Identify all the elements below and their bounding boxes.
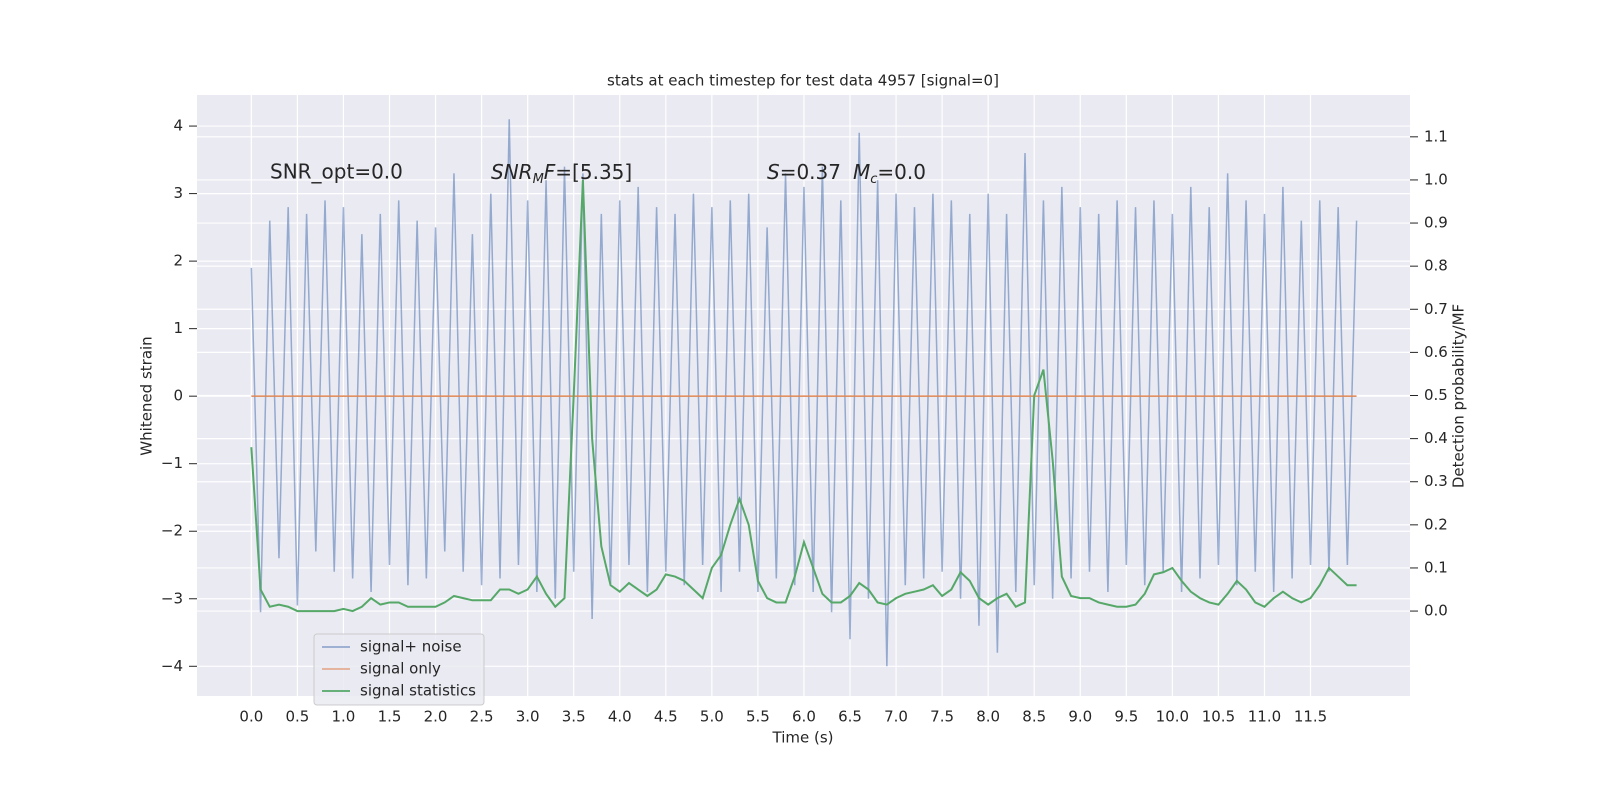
y-tick-label: −3 <box>161 589 183 607</box>
x-tick-label: 2.5 <box>470 708 494 726</box>
y-tick-label: 2 <box>173 252 183 270</box>
y2-tick-label: 0.2 <box>1424 515 1448 533</box>
y-tick-label: 1 <box>173 319 183 337</box>
x-tick-label: 4.0 <box>608 708 632 726</box>
y2-tick-label: 1.0 <box>1424 170 1448 188</box>
x-tick-label: 0.5 <box>285 708 309 726</box>
x-tick-label: 7.0 <box>884 708 908 726</box>
y-tick-label: 0 <box>173 387 183 405</box>
y2-tick-label: 0.3 <box>1424 472 1448 490</box>
legend: signal+ noise signal only signal statistic… <box>313 633 485 706</box>
x-tick-label: 1.0 <box>332 708 356 726</box>
annotation-part: M <box>533 172 544 187</box>
y-tick-label: −1 <box>161 454 183 472</box>
x-tick-label: 8.5 <box>1022 708 1046 726</box>
x-tick-label: 3.0 <box>516 708 540 726</box>
annotation-part: SNR <box>491 160 533 184</box>
marks <box>250 119 1358 667</box>
y-tick-label: −4 <box>161 657 183 675</box>
annotation-part: S <box>767 160 780 184</box>
x-tick-label: 7.5 <box>930 708 954 726</box>
x-axis-label: Time (s) <box>772 729 834 747</box>
y-axis-label: Whitened strain <box>138 336 156 455</box>
annotation-part: F <box>544 160 556 184</box>
y2-tick-label: 0.1 <box>1424 558 1448 576</box>
annotation: SNRMF=[5.35] <box>491 160 632 187</box>
y2-tick-label: 0.9 <box>1424 214 1448 232</box>
x-tick-label: 5.0 <box>700 708 724 726</box>
x-tick-label: 2.0 <box>424 708 448 726</box>
x-tick-label: 4.5 <box>654 708 678 726</box>
x-tick-label: 11.5 <box>1294 708 1327 726</box>
y2-tick-label: 0.8 <box>1424 257 1448 275</box>
y2-tick-label: 1.1 <box>1424 127 1448 145</box>
legend-label: signal+ noise <box>360 638 462 656</box>
x-tick-label: 6.0 <box>792 708 816 726</box>
x-tick-label: 1.5 <box>378 708 402 726</box>
x-tick-label: 9.5 <box>1114 708 1138 726</box>
legend-label: signal statistics <box>360 682 476 700</box>
annotation: S=0.37 Mc=0.0 <box>767 160 926 187</box>
annotation-part: c <box>870 172 877 187</box>
chart-title: stats at each timestep for test data 495… <box>607 72 999 90</box>
y2-tick-label: 0.4 <box>1424 429 1448 447</box>
y2-tick-label: 0.5 <box>1424 386 1448 404</box>
x-tick-label: 11.0 <box>1248 708 1281 726</box>
x-tick-label: 10.0 <box>1156 708 1189 726</box>
x-tick-label: 3.5 <box>562 708 586 726</box>
series-line <box>250 119 1358 667</box>
y-tick-label: −2 <box>161 522 183 540</box>
x-tick-label: 8.0 <box>976 708 1000 726</box>
x-tick-label: 10.5 <box>1202 708 1235 726</box>
series-line <box>250 179 1357 613</box>
annotation-part: =0.37 <box>780 160 841 184</box>
annotation-part: =0.0 <box>877 160 926 184</box>
y-tick-label: 3 <box>173 184 183 202</box>
annotation-part: =[5.35] <box>555 160 632 184</box>
axes: 0.0 0.5 1.0 1.5 2.0 2.5 3.0 3.5 4.0 4.5 5.0 5.5 6.0 6… <box>161 117 1448 726</box>
y2-axis-label: Detection probability/MF <box>1450 304 1468 488</box>
x-tick-label: 5.5 <box>746 708 770 726</box>
annotation: SNR_opt=0.0 <box>270 160 403 184</box>
x-tick-label: 6.5 <box>838 708 862 726</box>
x-tick-label: 9.0 <box>1068 708 1092 726</box>
y2-tick-label: 0.0 <box>1424 602 1448 620</box>
annotation-part: M <box>853 160 870 184</box>
y2-tick-label: 0.7 <box>1424 300 1448 318</box>
y-tick-label: 4 <box>173 117 183 135</box>
x-tick-label: 0.0 <box>239 708 263 726</box>
legend-box <box>313 633 485 706</box>
y2-tick-label: 0.6 <box>1424 343 1448 361</box>
legend-label: signal only <box>360 660 441 678</box>
